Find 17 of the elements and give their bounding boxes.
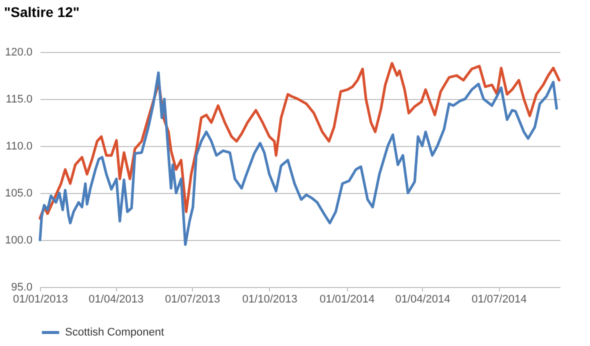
line-series <box>38 62 560 220</box>
y-tick-label: 115.0 <box>6 94 32 106</box>
x-tick-label: 01/10/2013 <box>242 294 298 306</box>
x-tick-label: 01/01/2013 <box>12 294 68 306</box>
x-tick-label: 01/01/2014 <box>320 294 375 306</box>
y-tick-label: 120.0 <box>4 46 32 58</box>
x-tick-label: 01/04/2013 <box>88 294 144 306</box>
legend-label: Scottish Component <box>65 326 164 338</box>
line-series <box>38 71 558 246</box>
chart-title: "Saltire 12" <box>4 4 80 20</box>
x-tick-label: 01/07/2014 <box>472 294 527 306</box>
y-tick-label: 100.0 <box>4 234 32 246</box>
x-tick-label: 01/04/2014 <box>395 294 450 306</box>
y-tick-label: 110.0 <box>6 140 32 152</box>
y-tick-label: 95.0 <box>11 282 32 294</box>
x-tick-label: 01/07/2013 <box>165 294 220 306</box>
y-tick-label: 105.0 <box>4 188 32 200</box>
